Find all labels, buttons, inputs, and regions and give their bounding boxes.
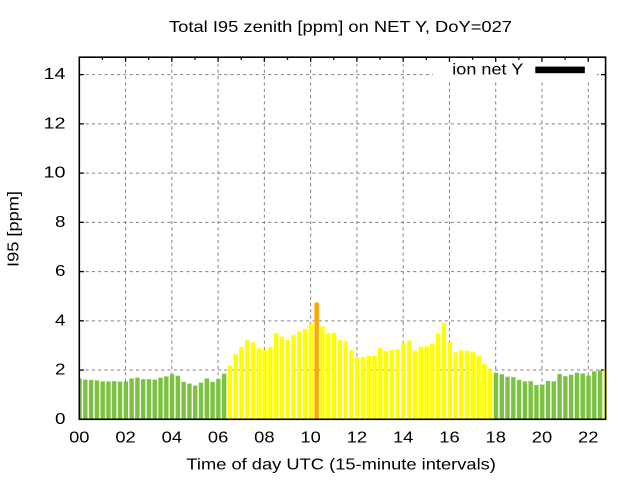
svg-text:8: 8 [55,214,66,231]
svg-text:14: 14 [393,430,414,447]
svg-text:06: 06 [208,430,229,447]
svg-text:22: 22 [578,430,599,447]
svg-text:2: 2 [55,362,66,379]
svg-text:18: 18 [486,430,507,447]
svg-text:08: 08 [254,430,275,447]
svg-text:ion net Y: ion net Y [452,61,523,78]
svg-text:16: 16 [439,430,460,447]
svg-text:4: 4 [55,312,66,329]
svg-text:Total I95 zenith [ppm] on NET: Total I95 zenith [ppm] on NET Y, DoY=027 [169,19,512,36]
svg-text:12: 12 [347,430,368,447]
svg-text:14: 14 [44,66,66,83]
svg-text:02: 02 [115,430,136,447]
svg-text:I95 [ppm]: I95 [ppm] [5,191,22,267]
svg-text:10: 10 [44,165,66,182]
svg-text:Time of day UTC (15-minute int: Time of day UTC (15-minute intervals) [186,456,496,473]
svg-text:10: 10 [300,430,321,447]
svg-text:04: 04 [162,430,183,447]
svg-text:20: 20 [532,430,553,447]
svg-text:12: 12 [44,115,66,132]
svg-text:0: 0 [55,411,66,428]
svg-text:00: 00 [69,430,90,447]
svg-text:6: 6 [55,263,66,280]
